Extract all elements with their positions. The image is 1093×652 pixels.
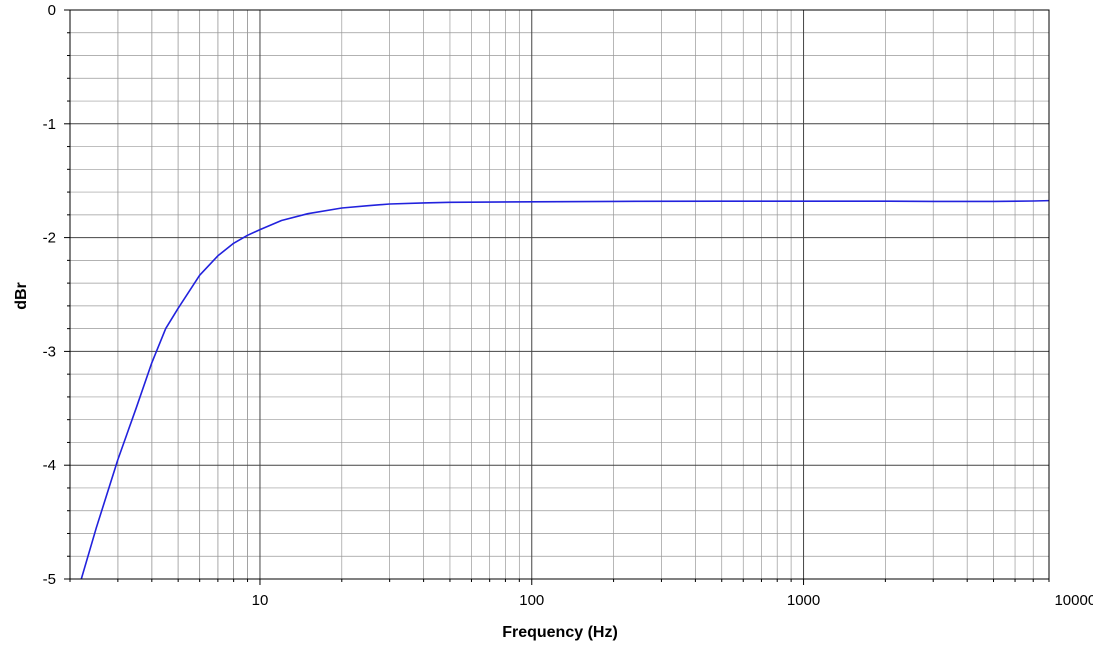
y-axis-title: dBr <box>13 282 30 310</box>
y-tick-marks: 0 -1 -2 -3 -4 -5 <box>43 2 70 588</box>
series-layer <box>80 199 1049 579</box>
y-tick-label: -5 <box>43 571 56 588</box>
plot-background <box>70 10 1049 579</box>
y-tick-label: -1 <box>43 116 56 133</box>
minor-gridlines <box>69 10 1050 579</box>
x-tick-label: 10 <box>252 592 269 609</box>
x-tick-label: 1000 <box>787 592 820 609</box>
y-tick-label: -2 <box>43 230 56 247</box>
frequency-response-line <box>80 199 1049 579</box>
x-tick-marks: 10 100 1000 10000 <box>69 579 1093 609</box>
y-tick-label: 0 <box>48 2 56 19</box>
x-tick-label: 100 <box>519 592 544 609</box>
plot-border <box>69 9 1050 580</box>
x-tick-label: 10000 <box>1054 592 1093 609</box>
y-tick-label: -3 <box>43 343 56 360</box>
major-gridlines <box>70 9 1049 580</box>
x-axis-title: Frequency (Hz) <box>502 624 618 641</box>
y-tick-label: -4 <box>43 457 56 474</box>
